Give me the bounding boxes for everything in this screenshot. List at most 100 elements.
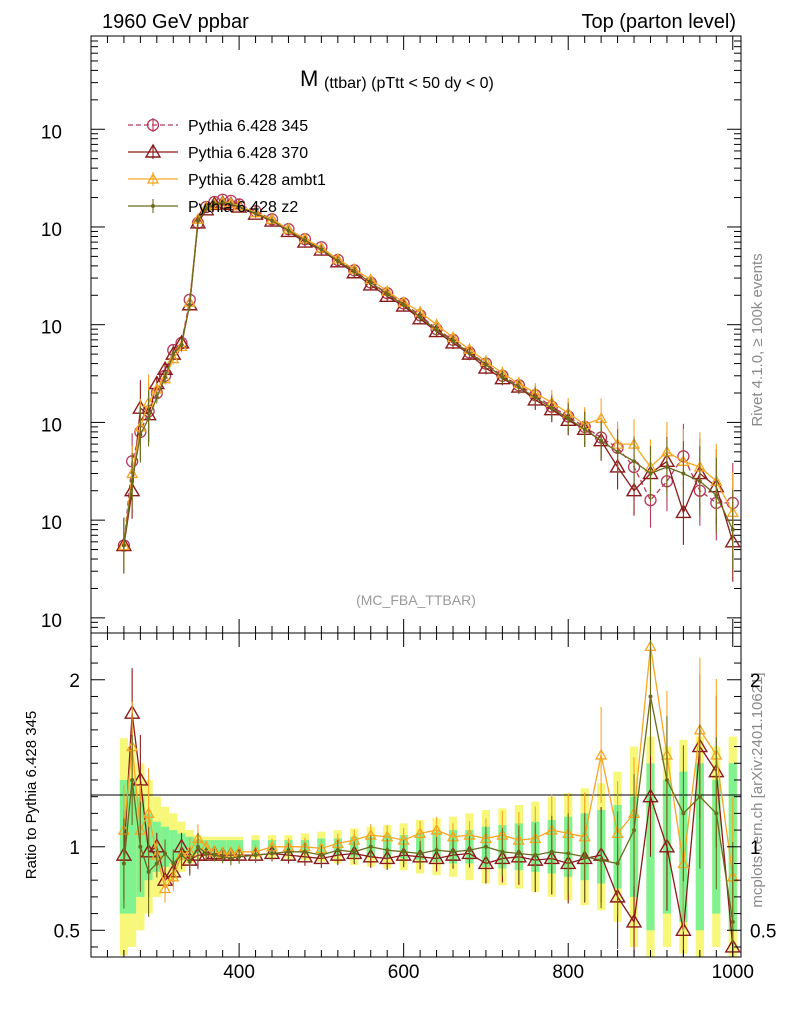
data-point-z2 [130, 777, 135, 782]
y-tick-base: 10 [41, 220, 62, 241]
data-point-z2 [319, 853, 324, 858]
data-point-z2 [664, 464, 669, 469]
data-point-z2 [681, 811, 686, 816]
mcplots-label: mcplots.cern.ch [arXiv:2401.10621] [749, 672, 766, 907]
ratio-panel: 0.5 0.5 1 1 2 2 400 600 800 1000 Ratio to Pythia… [23, 632, 776, 983]
data-point-z2 [146, 416, 151, 421]
data-point-z2 [599, 438, 604, 443]
data-point-z2 [179, 342, 184, 347]
data-point-z2 [237, 205, 242, 210]
plot-title-sub: (ttbar) (pTtt < 50 dy < 0) [324, 75, 494, 92]
data-point-z2 [516, 851, 521, 856]
data-point-z2 [648, 694, 653, 699]
data-point-z2 [179, 853, 184, 858]
data-point-z2 [302, 238, 307, 243]
data-point-z2 [302, 849, 307, 854]
main-x-ticks [106, 36, 734, 633]
legend-label-z2: Pythia 6.428 z2 [188, 199, 298, 216]
analysis-watermark: (MC_FBA_TTBAR) [356, 592, 476, 608]
data-point-z2 [566, 851, 571, 856]
data-point-p370 [411, 310, 429, 325]
header-collision-label: 1960 GeV ppbar [102, 11, 249, 33]
header-process-label: Top (parton level) [581, 11, 736, 33]
legend-marker-ambt1 [146, 172, 160, 184]
main-y-ticks: 10−610−510−410−310−210−1 [41, 35, 741, 634]
data-point-z2 [335, 258, 340, 263]
data-point-z2 [549, 406, 554, 411]
data-point-z2 [237, 854, 242, 859]
data-point-z2 [599, 858, 604, 863]
data-point-z2 [730, 919, 735, 924]
legend-label-p345: Pythia 6.428 345 [188, 118, 308, 135]
data-point-z2 [130, 479, 135, 484]
data-point-z2 [368, 844, 373, 849]
data-point-p370 [675, 504, 692, 519]
legend-marker-z2 [151, 204, 155, 208]
ratio-y-tick-label-right: 0.5 [750, 921, 776, 942]
y-tick-label: 10 [41, 513, 62, 534]
y-tick-base: 10 [41, 415, 62, 436]
ratio-x-ticks: 400 600 800 1000 [106, 633, 754, 983]
data-point-ambt1 [216, 195, 229, 207]
ratio-y-tick-label-left: 0.5 [54, 921, 80, 942]
data-point-z2 [483, 362, 488, 367]
legend-marker-p345 [146, 118, 160, 132]
data-point-z2 [467, 351, 472, 356]
data-point-z2 [467, 848, 472, 853]
rivet-version-label: Rivet 4.1.0, ≥ 100k events [749, 253, 766, 426]
data-point-z2 [187, 859, 192, 864]
data-point-p370 [428, 323, 445, 338]
data-point-z2 [319, 247, 324, 252]
main-series [115, 193, 741, 582]
data-point-z2 [533, 853, 538, 858]
legend-label-ambt1: Pythia 6.428 ambt1 [188, 172, 326, 189]
data-point-z2 [163, 375, 168, 380]
data-point-ambt1 [167, 870, 180, 882]
data-point-z2 [352, 849, 357, 854]
data-point-p370 [428, 850, 445, 865]
data-point-ambt1 [167, 352, 180, 364]
data-point-z2 [352, 269, 357, 274]
data-point-z2 [385, 292, 390, 297]
data-point-z2 [385, 848, 390, 853]
data-point-z2 [154, 861, 159, 866]
data-point-z2 [582, 854, 587, 859]
data-point-z2 [648, 471, 653, 476]
data-point-z2 [138, 432, 143, 437]
data-point-p370 [296, 848, 314, 863]
data-point-z2 [335, 848, 340, 853]
data-point-p370 [658, 838, 676, 853]
data-point-z2 [697, 479, 702, 484]
data-point-z2 [187, 302, 192, 307]
y-tick-label: 10 [41, 415, 62, 436]
ratio-y-tick-label-left: 2 [69, 671, 80, 692]
data-point-z2 [500, 849, 505, 854]
series-z2 [121, 636, 735, 957]
data-point-z2 [533, 395, 538, 400]
data-point-z2 [253, 853, 258, 858]
data-point-z2 [121, 543, 126, 548]
data-point-z2 [434, 328, 439, 333]
data-point-z2 [171, 861, 176, 866]
y-tick-base: 10 [41, 122, 62, 143]
ratio-y-ticks: 0.5 0.5 1 1 2 2 [54, 645, 776, 948]
data-point-z2 [697, 794, 702, 799]
ratio-y-tick-label-right: 2 [750, 671, 761, 692]
data-point-p370 [642, 788, 659, 803]
data-point-z2 [154, 395, 159, 400]
data-point-z2 [228, 201, 233, 206]
data-point-z2 [681, 471, 686, 476]
plot-title-main: M [300, 66, 318, 91]
data-point-z2 [664, 777, 669, 782]
data-point-z2 [212, 853, 217, 858]
x-tick-label: 1000 [712, 962, 754, 983]
data-point-p370 [477, 855, 495, 870]
data-point-z2 [483, 844, 488, 849]
data-point-z2 [615, 861, 620, 866]
legend-label-p370: Pythia 6.428 370 [188, 145, 308, 162]
data-point-z2 [195, 219, 200, 224]
legend-marker-p370 [144, 143, 162, 158]
data-point-z2 [368, 280, 373, 285]
data-point-z2 [418, 851, 423, 856]
